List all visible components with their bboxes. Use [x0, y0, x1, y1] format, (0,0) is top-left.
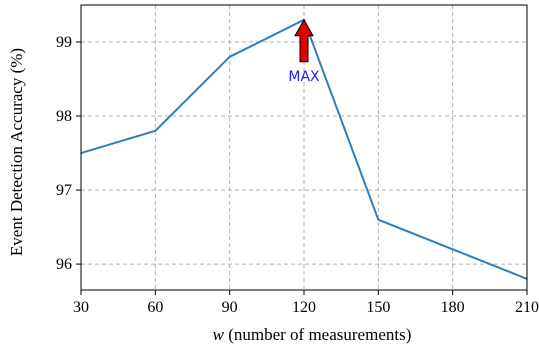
x-axis-label-text: (number of measurements): [224, 325, 411, 344]
y-axis: 96 97 98 99: [56, 34, 81, 273]
y-axis-label: Event Detection Accuracy (%): [7, 48, 26, 256]
y-tick-label: 96: [56, 256, 72, 273]
x-tick-label: 90: [222, 299, 238, 316]
x-tick-label: 60: [147, 299, 163, 316]
x-tick-label: 180: [441, 299, 465, 316]
y-tick-label: 97: [56, 182, 72, 199]
x-tick-label: 210: [515, 299, 539, 316]
annotation-layer: MAX: [288, 18, 320, 85]
max-arrow-icon: [294, 18, 314, 63]
grid: [81, 5, 527, 290]
x-axis: 30 60 90 120 150 180 210: [73, 290, 539, 316]
x-axis-label-variable: w: [213, 325, 225, 344]
y-tick-label: 98: [56, 108, 72, 125]
x-tick-label: 150: [366, 299, 390, 316]
y-tick-label: 99: [56, 34, 72, 51]
max-annotation-label: MAX: [288, 69, 320, 85]
x-tick-label: 30: [73, 299, 89, 316]
x-axis-label: w (number of measurements): [213, 325, 412, 344]
x-tick-label: 120: [292, 299, 316, 316]
